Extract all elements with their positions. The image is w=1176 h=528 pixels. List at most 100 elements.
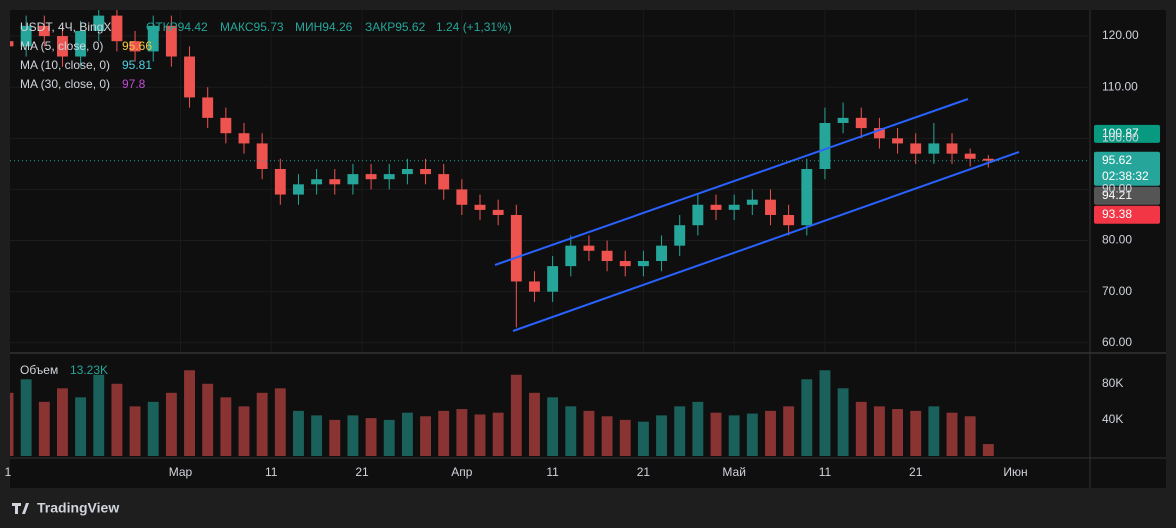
volume-bar	[964, 416, 976, 456]
candle-body	[692, 204, 704, 226]
candle-body	[765, 199, 776, 215]
volume-bar	[147, 401, 159, 456]
volume-bar	[892, 409, 904, 456]
y-tick-label: 80.00	[1102, 233, 1132, 247]
volume-bar	[75, 397, 87, 456]
open-value: ОТКР94.42	[146, 20, 208, 34]
candle-body	[93, 15, 105, 31]
candle-body	[964, 153, 976, 159]
candle-body	[855, 117, 867, 129]
candle-body	[383, 174, 395, 180]
price-tag-value: 94.21	[1102, 188, 1132, 202]
symbol: USDT, 4Ч, BingX	[20, 20, 111, 34]
volume-bar	[365, 418, 377, 456]
candle-body	[347, 174, 359, 185]
candle-body	[510, 214, 522, 282]
candle-body	[656, 245, 667, 262]
change-value: 1.24 (+1,31%)	[436, 20, 512, 34]
volume-label: Объем	[20, 363, 58, 377]
volume-bar	[474, 414, 486, 456]
channel-upper	[494, 98, 969, 266]
price-tag	[1094, 124, 1160, 143]
candle-body	[401, 168, 413, 175]
indicator-value: 97.8	[122, 77, 146, 91]
volume-bar	[855, 401, 867, 456]
y-tick-label: 70.00	[1102, 284, 1132, 298]
volume-bar	[10, 392, 14, 456]
price-pane	[10, 10, 1090, 352]
volume-bar	[928, 406, 940, 456]
x-tick-label: 1	[5, 465, 12, 479]
candle-body	[38, 25, 50, 37]
volume-bar	[20, 379, 32, 456]
candle-body	[547, 266, 559, 292]
candle-body	[165, 25, 177, 57]
volume-bar	[946, 412, 958, 456]
volume-bar	[438, 410, 450, 456]
indicator-name: MA (30, close, 0)	[20, 77, 110, 91]
volume-bar	[837, 388, 849, 456]
x-tick-label: 21	[637, 465, 651, 479]
candle-body	[801, 168, 813, 226]
candle-body	[293, 184, 304, 195]
x-tick-label: 21	[909, 465, 923, 479]
volume-bar	[456, 409, 468, 456]
candle-body	[710, 204, 722, 210]
logo	[12, 503, 29, 514]
brand-name: TradingView	[37, 500, 119, 516]
indicator-value: 95.66	[122, 39, 152, 53]
candle-body	[274, 168, 286, 195]
candle-body	[674, 225, 686, 246]
x-tick-label: Апр	[451, 465, 473, 479]
low-value: МИН94.26	[295, 20, 353, 34]
candle-body	[202, 97, 214, 118]
volume-bar	[311, 415, 323, 456]
indicator-name: MA (5, close, 0)	[20, 39, 103, 53]
volume-bar	[238, 406, 250, 456]
volume-bar	[547, 397, 559, 456]
volume-bar	[256, 392, 268, 456]
volume-bar	[873, 406, 885, 456]
volume-bar	[329, 419, 341, 456]
candle-body	[837, 117, 849, 123]
y-tick-label: 100.00	[1102, 130, 1139, 144]
channel-lower	[512, 151, 1020, 332]
price-tag-value: 93.38	[1102, 207, 1132, 221]
candle-body	[637, 261, 649, 267]
candle-body	[783, 214, 795, 226]
candle-body	[129, 41, 141, 52]
candle-body	[256, 143, 268, 169]
candle-body	[601, 250, 613, 262]
price-tag-time: 02:38:32	[1102, 169, 1149, 183]
price-tag-value: 95.62	[1102, 153, 1132, 167]
candle-body	[946, 143, 958, 154]
candle-body	[819, 122, 831, 169]
volume-bar	[674, 406, 686, 456]
volume-bar	[111, 383, 123, 456]
candle-body	[583, 245, 595, 251]
candle-body	[982, 158, 994, 161]
volume-pane	[10, 370, 994, 456]
candle-body	[420, 168, 431, 175]
volume-bar	[529, 392, 540, 456]
volume-value: 13.23K	[70, 363, 108, 377]
volume-bar	[746, 413, 758, 456]
volume-bar	[765, 410, 776, 456]
volume-bar	[38, 401, 50, 456]
x-tick-label: Мар	[169, 465, 193, 479]
volume-bar	[510, 374, 522, 456]
candle-body	[311, 179, 323, 185]
volume-bar	[710, 412, 722, 456]
brand: TradingView	[12, 500, 119, 516]
overlay: MA (5, close, 0) 95.66 MA (10, close, 0) 95…	[10, 39, 1160, 224]
candle-body	[75, 30, 87, 57]
price-tag	[1094, 205, 1160, 224]
volume-bar	[347, 415, 359, 456]
volume-bar	[220, 397, 232, 456]
candle-body	[329, 179, 341, 185]
volume-bar	[583, 410, 595, 456]
x-tick-label: 21	[355, 465, 369, 479]
candle-body	[892, 138, 904, 144]
volume-bar	[202, 383, 214, 456]
y-tick-label: 90.00	[1102, 182, 1132, 196]
